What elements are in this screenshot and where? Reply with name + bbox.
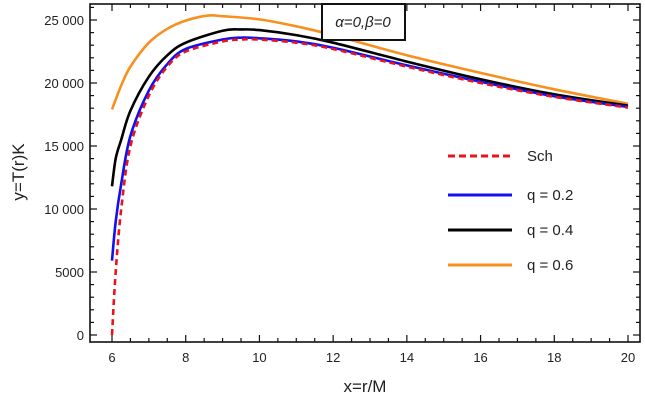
legend: Sch q = 0.2 q = 0.4 q = 0.6: [448, 148, 573, 274]
legend-label: Sch: [527, 148, 553, 165]
y-tick-label: 5000: [55, 265, 84, 280]
legend-label: q = 0.6: [527, 257, 573, 274]
legend-label: q = 0.2: [527, 187, 573, 204]
annotation-box: α=0,β=0: [321, 3, 406, 41]
x-tick-label: 18: [547, 350, 561, 365]
y-tick-label: 20 000: [44, 76, 84, 91]
y-tick-label: 10 000: [44, 202, 84, 217]
x-tick-label: 8: [182, 350, 189, 365]
x-axis-label: x=r/M: [344, 377, 387, 396]
x-tick-label: 10: [252, 350, 266, 365]
series-line-2: [110, 27, 629, 187]
x-tick-label: 20: [621, 350, 635, 365]
x-tick-label: 16: [473, 350, 487, 365]
x-tick-label: 12: [326, 350, 340, 365]
y-tick-label: 0: [77, 328, 84, 343]
series-line-3: [110, 13, 629, 110]
legend-label: q = 0.4: [527, 222, 573, 239]
y-tick-label: 25 000: [44, 13, 84, 28]
ticks: 6 8 10 12 14 16 18 20 0 5000 10 000 15 000 20 000 25 …: [44, 4, 640, 365]
y-axis-label: y=T(r)K: [9, 143, 28, 201]
series-line-0: [110, 37, 629, 336]
x-tick-label: 6: [108, 350, 115, 365]
x-tick-label: 14: [400, 350, 414, 365]
annotation-text: α=0,β=0: [335, 14, 391, 31]
y-tick-label: 15 000: [44, 139, 84, 154]
curves: [110, 13, 629, 336]
